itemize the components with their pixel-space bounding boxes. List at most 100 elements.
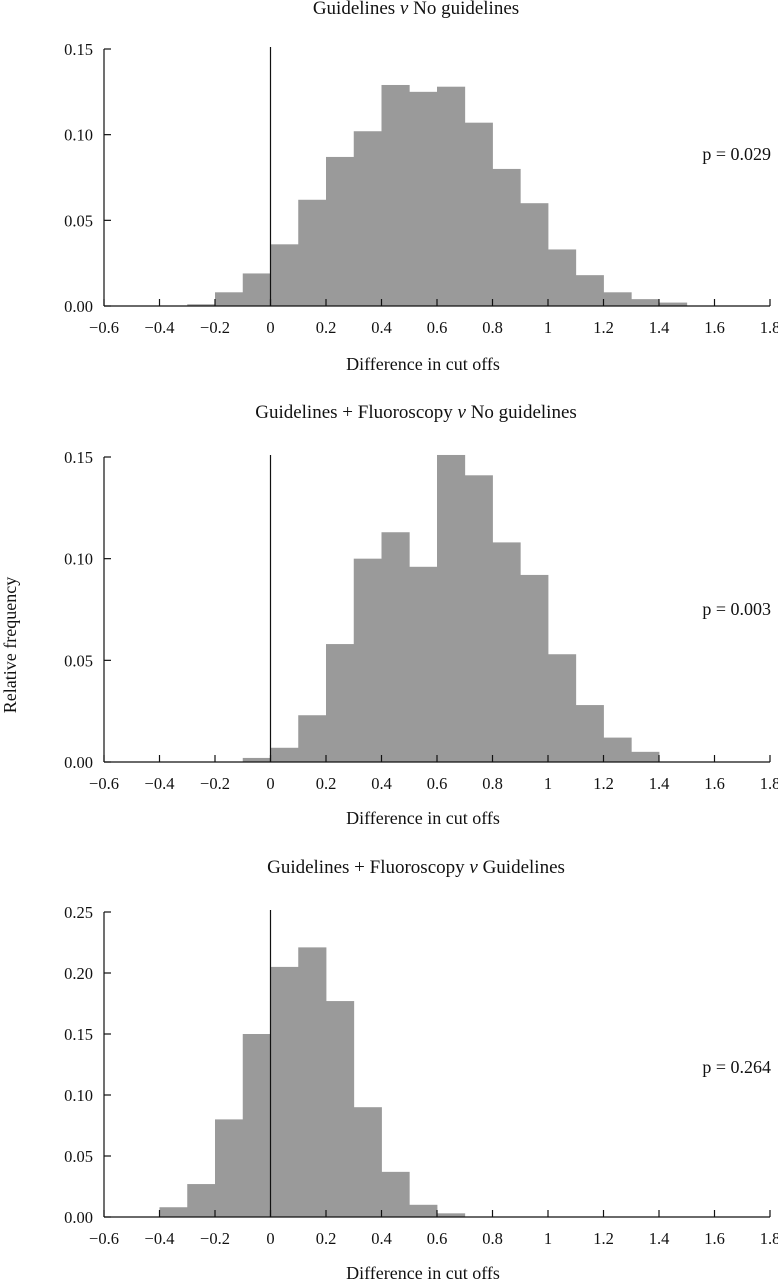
histogram-bar bbox=[631, 751, 660, 762]
x-tick-label: 0.6 bbox=[427, 774, 448, 793]
histogram-panel-1: Guidelines v No guidelines −0.6 −0.4 −0.2 0 0… bbox=[64, 0, 778, 374]
x-tick-label: 0.2 bbox=[316, 1229, 337, 1248]
histogram-bar bbox=[437, 1213, 466, 1217]
histogram-panel-2: Guidelines + Fluoroscopy v No guidelines… bbox=[64, 402, 778, 828]
p-value-annotation: p = 0.029 bbox=[702, 144, 771, 164]
x-tick-label: −0.2 bbox=[200, 318, 230, 337]
y-tick-label: 0.10 bbox=[64, 126, 93, 145]
panel-title-part: v bbox=[458, 402, 467, 423]
histogram-bar bbox=[270, 747, 299, 762]
histogram-bar bbox=[381, 84, 410, 306]
histogram-bar bbox=[548, 654, 577, 762]
histogram-bar bbox=[187, 304, 216, 306]
histogram-bar bbox=[409, 566, 438, 762]
x-tick-label: 1.6 bbox=[704, 1229, 725, 1248]
y-tick-label: 0.10 bbox=[64, 550, 93, 569]
panel-title-part: Guidelines bbox=[313, 0, 400, 19]
x-tick-label: 0 bbox=[266, 318, 274, 337]
x-tick-label: 1.2 bbox=[593, 1229, 614, 1248]
histogram-bar bbox=[326, 1001, 355, 1217]
histogram-bar bbox=[159, 1207, 188, 1217]
panel-title-part: v bbox=[400, 0, 409, 19]
x-tick-label: 0 bbox=[266, 774, 274, 793]
histogram-bar bbox=[603, 737, 632, 762]
x-tick-label: 1 bbox=[544, 1229, 552, 1248]
x-tick-label: −0.4 bbox=[145, 774, 175, 793]
x-tick-label: 0.4 bbox=[371, 1229, 392, 1248]
y-tick-label: 0.20 bbox=[64, 964, 93, 983]
histogram-bar bbox=[298, 947, 327, 1217]
x-tick-label: 1.4 bbox=[649, 774, 670, 793]
histogram-bar bbox=[187, 1184, 216, 1217]
histogram-panel-3: Guidelines + Fluoroscopy v Guidelines −0.… bbox=[64, 857, 778, 1280]
x-tick-label: 0.6 bbox=[427, 318, 448, 337]
y-tick-label: 0.00 bbox=[64, 297, 93, 316]
histogram-bar bbox=[353, 1107, 382, 1217]
x-tick-label: 1.6 bbox=[704, 318, 725, 337]
y-tick-label: 0.05 bbox=[64, 651, 93, 670]
histogram-bar bbox=[215, 292, 244, 306]
y-tick-label: 0.15 bbox=[64, 1025, 93, 1044]
x-tick-label: 0.4 bbox=[371, 774, 392, 793]
histogram-bar bbox=[270, 966, 299, 1217]
y-tick-label: 0.25 bbox=[64, 903, 93, 922]
x-axis-label: Difference in cut offs bbox=[346, 354, 500, 374]
x-tick-label: −0.4 bbox=[145, 318, 175, 337]
x-tick-label: −0.2 bbox=[200, 1229, 230, 1248]
histogram-bar bbox=[603, 292, 632, 306]
y-tick-label: 0.00 bbox=[64, 753, 93, 772]
histogram-bar bbox=[409, 1204, 438, 1217]
y-tick-label: 0.00 bbox=[64, 1208, 93, 1227]
histogram-bar bbox=[575, 275, 604, 306]
x-tick-label: 1.2 bbox=[593, 774, 614, 793]
histogram-bar bbox=[520, 203, 549, 306]
x-tick-label: −0.6 bbox=[89, 774, 119, 793]
x-tick-label: 0.4 bbox=[371, 318, 392, 337]
x-tick-label: −0.2 bbox=[200, 774, 230, 793]
panel-title: Guidelines + Fluoroscopy v No guidelines bbox=[255, 402, 577, 423]
y-tick-label: 0.10 bbox=[64, 1086, 93, 1105]
histogram-bar bbox=[381, 1171, 410, 1217]
x-tick-label: 1.8 bbox=[760, 774, 778, 793]
histogram-bar bbox=[659, 302, 688, 306]
histogram-bar bbox=[492, 542, 521, 762]
histogram-bar bbox=[353, 131, 382, 306]
x-tick-label: 0.6 bbox=[427, 1229, 448, 1248]
x-tick-label: 1.6 bbox=[704, 774, 725, 793]
x-tick-label: −0.4 bbox=[145, 1229, 175, 1248]
x-tick-label: 1.2 bbox=[593, 318, 614, 337]
x-tick-label: 1.4 bbox=[649, 318, 670, 337]
panel-title-part: v bbox=[469, 857, 478, 878]
histogram-bar bbox=[326, 644, 355, 762]
histogram-bar bbox=[631, 299, 660, 306]
x-tick-label: 0.8 bbox=[482, 1229, 503, 1248]
histogram-bar bbox=[464, 122, 493, 306]
x-axis-label: Difference in cut offs bbox=[346, 1263, 500, 1280]
panel-title: Guidelines v No guidelines bbox=[313, 0, 519, 19]
p-value-annotation: p = 0.003 bbox=[702, 599, 771, 619]
x-tick-label: 1.8 bbox=[760, 318, 778, 337]
histogram-bar bbox=[326, 156, 355, 306]
histogram-bar bbox=[242, 273, 271, 306]
x-tick-label: 1 bbox=[544, 774, 552, 793]
x-tick-label: 0.2 bbox=[316, 318, 337, 337]
x-tick-label: −0.6 bbox=[89, 1229, 119, 1248]
x-axis-label: Difference in cut offs bbox=[346, 808, 500, 828]
histogram-bar bbox=[270, 244, 299, 306]
histogram-bar bbox=[437, 454, 466, 762]
histogram-bar bbox=[464, 475, 493, 762]
histogram-bar bbox=[215, 1119, 244, 1217]
x-tick-label: 0.8 bbox=[482, 318, 503, 337]
y-axis-label: Relative frequency bbox=[0, 577, 20, 713]
panel-title-part: Guidelines + Fluoroscopy bbox=[255, 402, 457, 423]
histogram-bar bbox=[437, 86, 466, 307]
histogram-bar bbox=[242, 757, 271, 762]
x-tick-label: 1.4 bbox=[649, 1229, 670, 1248]
panel-title-part: No guidelines bbox=[466, 402, 577, 423]
histogram-bar bbox=[492, 168, 521, 306]
x-tick-label: 0.2 bbox=[316, 774, 337, 793]
x-tick-label: 0 bbox=[266, 1229, 274, 1248]
histogram-bar bbox=[575, 705, 604, 762]
panel-title-part: Guidelines bbox=[478, 857, 565, 878]
